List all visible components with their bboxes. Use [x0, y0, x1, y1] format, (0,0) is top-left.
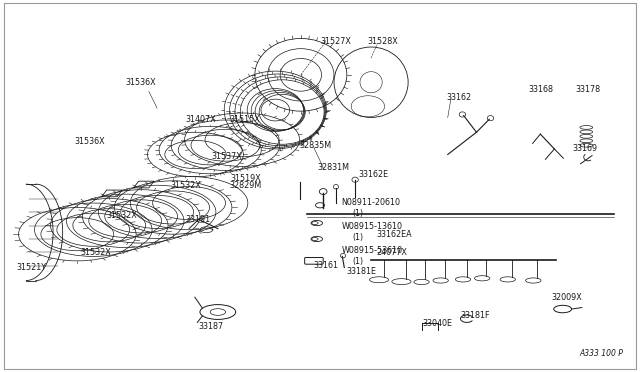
Text: 31532X: 31532X — [106, 211, 137, 220]
Text: 31536X: 31536X — [125, 78, 156, 87]
Text: A333 100 P: A333 100 P — [579, 349, 623, 358]
Text: 31515X: 31515X — [229, 115, 260, 124]
Text: 31407X: 31407X — [186, 115, 216, 124]
Text: 33162EA: 33162EA — [376, 230, 412, 239]
Text: 31521Y: 31521Y — [17, 263, 47, 272]
Text: 32829M: 32829M — [229, 182, 262, 190]
Text: 33040E: 33040E — [422, 319, 452, 328]
Text: 31532X: 31532X — [81, 248, 111, 257]
Text: 31519X: 31519X — [230, 174, 261, 183]
Text: 33168: 33168 — [528, 85, 553, 94]
Text: 33162: 33162 — [447, 93, 472, 102]
Text: 31536X: 31536X — [74, 137, 105, 146]
Text: (1): (1) — [352, 233, 363, 243]
Text: 32009X: 32009X — [551, 293, 582, 302]
Text: 33178: 33178 — [575, 85, 600, 94]
Text: 33181E: 33181E — [347, 267, 377, 276]
Text: 33187: 33187 — [198, 322, 224, 331]
Text: 31528X: 31528X — [368, 37, 399, 46]
Text: 33191: 33191 — [186, 215, 211, 224]
Text: N08911-20610: N08911-20610 — [342, 198, 401, 207]
Text: 32831M: 32831M — [317, 163, 349, 172]
Text: (1): (1) — [352, 257, 363, 266]
Text: (1): (1) — [352, 209, 363, 218]
Text: 31532X: 31532X — [170, 182, 201, 190]
Text: 33169: 33169 — [572, 144, 597, 153]
Text: 33161: 33161 — [314, 261, 339, 270]
Text: 33162E: 33162E — [358, 170, 388, 179]
Text: W08915-53610: W08915-53610 — [342, 246, 403, 255]
Text: 31537X: 31537X — [211, 152, 242, 161]
Text: 32835M: 32835M — [300, 141, 332, 150]
Text: W08915-13610: W08915-13610 — [342, 222, 403, 231]
Text: 33181F: 33181F — [461, 311, 490, 320]
Text: 31527X: 31527X — [320, 37, 351, 46]
Text: 24077X: 24077X — [376, 248, 407, 257]
